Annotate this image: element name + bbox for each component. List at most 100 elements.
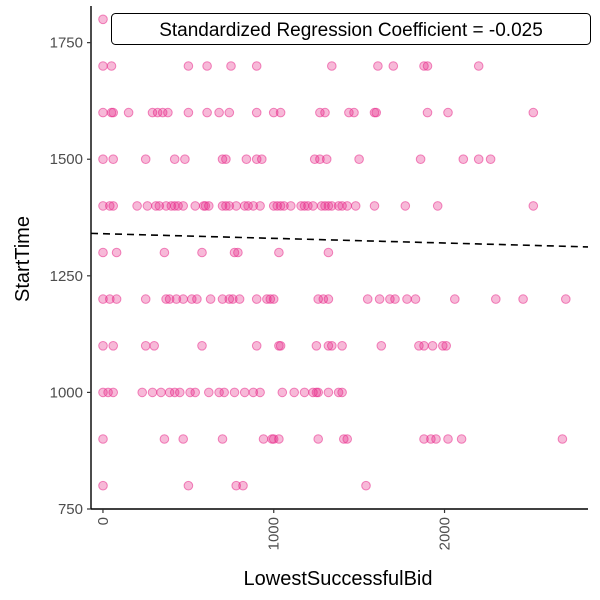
data-point bbox=[142, 201, 153, 211]
data-point bbox=[108, 387, 118, 398]
data-point bbox=[528, 107, 539, 118]
data-point bbox=[491, 294, 501, 304]
data-point bbox=[315, 154, 325, 164]
data-point bbox=[309, 154, 320, 164]
data-point bbox=[251, 154, 262, 164]
data-point bbox=[98, 201, 108, 211]
y-axis-title: StartTime bbox=[12, 216, 34, 302]
x-tick-label: 0 bbox=[95, 517, 112, 525]
data-point bbox=[268, 201, 279, 211]
data-point bbox=[485, 154, 496, 164]
data-point bbox=[277, 387, 288, 398]
data-point bbox=[275, 201, 286, 211]
x-tick-label: 2000 bbox=[437, 517, 454, 550]
data-point bbox=[217, 201, 228, 211]
data-point bbox=[103, 387, 113, 398]
data-point bbox=[183, 61, 194, 71]
x-axis-title: LowestSuccessfulBid bbox=[244, 568, 433, 590]
data-point bbox=[450, 294, 460, 304]
data-point bbox=[339, 434, 349, 444]
data-point bbox=[354, 154, 364, 164]
data-point bbox=[108, 341, 118, 351]
data-point bbox=[204, 201, 214, 211]
data-point bbox=[214, 387, 224, 398]
data-point bbox=[217, 294, 228, 304]
data-point bbox=[376, 341, 387, 351]
data-point bbox=[456, 434, 467, 444]
data-point bbox=[431, 434, 441, 444]
data-point bbox=[149, 341, 159, 351]
data-point bbox=[164, 387, 175, 398]
data-point bbox=[422, 107, 433, 118]
data-point bbox=[224, 201, 235, 211]
data-point bbox=[159, 434, 170, 444]
data-point bbox=[342, 434, 353, 444]
data-point bbox=[275, 107, 286, 118]
data-point bbox=[432, 201, 443, 211]
data-point bbox=[374, 294, 385, 304]
data-point bbox=[337, 201, 347, 211]
data-point bbox=[183, 107, 194, 118]
data-point bbox=[98, 480, 108, 491]
data-point bbox=[415, 154, 426, 164]
data-point bbox=[108, 201, 118, 211]
data-point bbox=[321, 154, 332, 164]
data-point bbox=[272, 201, 283, 211]
data-point bbox=[337, 341, 347, 351]
data-point bbox=[147, 387, 158, 398]
data-point bbox=[473, 154, 484, 164]
data-point bbox=[402, 294, 412, 304]
data-point bbox=[390, 294, 400, 304]
regression-line-layer bbox=[90, 232, 589, 248]
data-point bbox=[140, 154, 151, 164]
data-point bbox=[414, 341, 424, 351]
data-point bbox=[251, 341, 262, 351]
data-point bbox=[388, 61, 399, 71]
data-point bbox=[303, 201, 313, 211]
data-point bbox=[183, 480, 194, 491]
data-point bbox=[400, 201, 411, 211]
data-point bbox=[219, 387, 229, 398]
data-point bbox=[371, 107, 382, 118]
data-point bbox=[197, 247, 207, 258]
data-point bbox=[98, 107, 108, 118]
data-point bbox=[151, 201, 161, 211]
data-point bbox=[202, 61, 212, 71]
data-point bbox=[258, 434, 269, 444]
data-point bbox=[185, 387, 195, 398]
data-point bbox=[98, 294, 108, 304]
data-point bbox=[228, 294, 238, 304]
data-point bbox=[166, 201, 177, 211]
data-point bbox=[327, 61, 337, 71]
data-point bbox=[161, 294, 171, 304]
x-tick-label: 1000 bbox=[266, 517, 283, 550]
data-point bbox=[443, 107, 453, 118]
data-point bbox=[173, 201, 183, 211]
data-point bbox=[98, 434, 108, 444]
data-point bbox=[98, 341, 108, 351]
data-point bbox=[385, 294, 395, 304]
data-point bbox=[241, 154, 252, 164]
data-point bbox=[178, 294, 188, 304]
data-point bbox=[313, 387, 324, 398]
data-point bbox=[178, 434, 188, 444]
data-point bbox=[98, 387, 108, 398]
data-point bbox=[518, 294, 528, 304]
data-point bbox=[108, 107, 118, 118]
y-tick-label: 1500 bbox=[50, 151, 83, 168]
points-layer bbox=[98, 14, 571, 491]
data-point bbox=[308, 201, 318, 211]
data-point bbox=[419, 61, 429, 71]
data-point bbox=[323, 201, 334, 211]
y-tick-label: 1750 bbox=[50, 35, 83, 52]
data-point bbox=[205, 294, 216, 304]
data-point bbox=[268, 107, 279, 118]
data-point bbox=[313, 294, 324, 304]
data-point bbox=[313, 434, 324, 444]
data-point bbox=[255, 201, 265, 211]
data-point bbox=[217, 154, 228, 164]
data-point bbox=[147, 107, 158, 118]
axes-layer: 750 1000 1250 1500 1750 0 1000 2000 bbox=[50, 6, 588, 550]
data-point bbox=[369, 201, 380, 211]
